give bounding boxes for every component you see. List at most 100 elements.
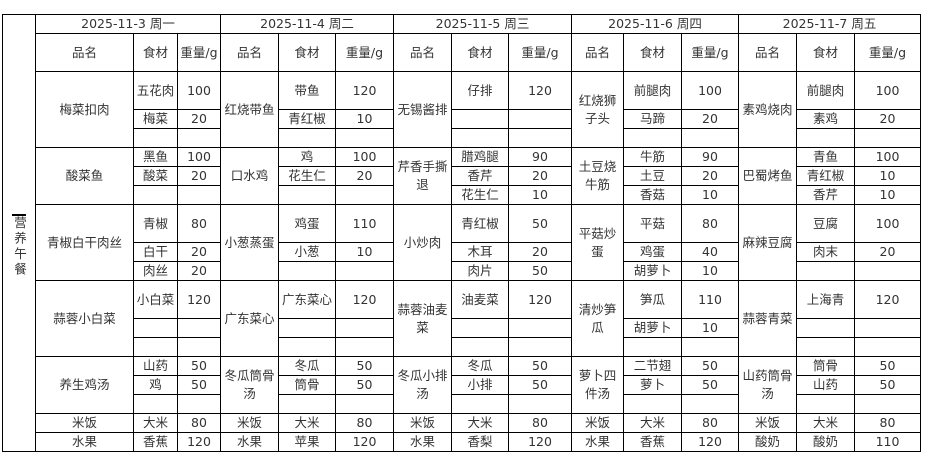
weight (681, 128, 739, 148)
ingredient: 鸡蛋 (278, 204, 336, 243)
ingredient: 胡萝卜 (623, 261, 682, 281)
ingredient (278, 318, 336, 338)
ingredient: 梅菜 (133, 109, 178, 129)
dish-name: 芹香手撕退 (393, 147, 452, 205)
weight: 10 (335, 242, 394, 262)
ingredient (278, 261, 336, 281)
weight (508, 128, 572, 148)
ingredient: 小葱 (278, 242, 336, 262)
ingredient: 香芹 (796, 185, 855, 205)
weight (177, 128, 221, 148)
weight: 120 (335, 71, 394, 110)
ingredient (133, 185, 178, 205)
ingredient (278, 337, 336, 357)
table-row: 青椒白干肉丝 青椒 80 小葱蒸蛋 鸡蛋 110 小炒肉 青红椒 50 平菇炒蛋 平菇 80 麻辣豆腐豆… (3, 204, 921, 281)
weight: 20 (335, 166, 394, 186)
ingredient: 香菇 (623, 185, 682, 205)
ingredient (278, 185, 336, 205)
weight: 50 (854, 356, 921, 376)
weight: 80 (177, 413, 221, 433)
column-header-weight: 重量/g (508, 33, 572, 72)
dish-name: 巴蜀烤鱼 (738, 147, 797, 205)
weight: 20 (508, 166, 572, 186)
weight: 10 (681, 318, 739, 338)
weight: 120 (177, 432, 221, 452)
table-row: 鸡 50 筒骨 50 小排 50 萝卜 50 山药 50 (3, 375, 921, 395)
date-header: 2025-11-5 周三 (393, 14, 572, 34)
ingredient (133, 337, 178, 357)
ingredient: 肉末 (796, 242, 855, 262)
ingredient: 苹果 (278, 432, 336, 452)
table-row: 酸菜鱼 黑鱼 100 口水鸡鸡 100 芹香手撕退 腊鸡腿 90 土豆烧牛筋 牛筋 90 巴蜀烤鱼 青鱼… (3, 147, 921, 205)
ingredient: 冬瓜 (451, 356, 509, 376)
weight: 100 (177, 71, 221, 110)
weight: 10 (508, 185, 572, 205)
ingredient: 牛筋 (623, 147, 682, 167)
table-row: 梅菜扣肉 五花肉 100 红烧带鱼 带鱼 120 无锡酱排 仔排 120 红烧狮子头 前腿肉 100 素… (3, 71, 921, 148)
weight: 80 (335, 413, 394, 433)
ingredient: 大米 (133, 413, 178, 433)
column-header-dish: 品名 (35, 33, 134, 72)
dish-name: 平菇炒蛋 (571, 204, 624, 281)
ingredient: 五花肉 (133, 71, 178, 110)
table-row: 水果 香蕉 120 水果 苹果 120 水果 香梨 120 水果 香蕉 120 酸奶 酸奶 110 (3, 432, 921, 452)
weight: 100 (854, 204, 921, 243)
ingredient: 香芹 (451, 166, 509, 186)
weight: 100 (335, 147, 394, 167)
weight: 90 (508, 147, 572, 167)
ingredient: 肉片 (451, 261, 509, 281)
ingredient: 大米 (278, 413, 336, 433)
ingredient: 香梨 (451, 432, 509, 452)
ingredient: 广东菜心 (278, 280, 336, 319)
ingredient: 青鱼 (796, 147, 855, 167)
ingredient: 小白菜 (133, 280, 178, 319)
weight: 50 (177, 375, 221, 395)
dish-name: 米饭 (220, 413, 279, 433)
dish-name: 麻辣豆腐 (738, 204, 797, 281)
weight: 120 (177, 280, 221, 319)
weight: 50 (854, 375, 921, 395)
weight: 10 (335, 109, 394, 129)
ingredient: 白干 (133, 242, 178, 262)
date-header: 2025-11-3 周一 (35, 14, 221, 34)
weight: 110 (681, 280, 739, 319)
ingredient: 花生仁 (451, 185, 509, 205)
dish-name: 梅菜扣肉 (35, 71, 134, 148)
table-row: 胡萝卜 10 (3, 318, 921, 338)
ingredient: 酸菜 (133, 166, 178, 186)
ingredient: 前腿肉 (796, 71, 855, 110)
ingredient: 带鱼 (278, 71, 336, 110)
weight (681, 337, 739, 357)
weight (177, 318, 221, 338)
weight (854, 261, 921, 281)
ingredient: 木耳 (451, 242, 509, 262)
weight: 120 (681, 432, 739, 452)
ingredient (133, 128, 178, 148)
weight: 80 (854, 413, 921, 433)
weight (335, 185, 394, 205)
weight (508, 394, 572, 414)
date-header: 2025-11-7 周五 (738, 14, 921, 34)
dish-name: 清炒笋瓜 (571, 280, 624, 357)
weight: 20 (177, 166, 221, 186)
dish-name: 米饭 (35, 413, 134, 433)
weight: 50 (681, 375, 739, 395)
column-header-weight: 重量/g (854, 33, 921, 72)
ingredient: 花生仁 (278, 166, 336, 186)
ingredient: 胡萝卜 (623, 318, 682, 338)
table-row (3, 128, 921, 148)
column-header-ingredient: 食材 (623, 33, 682, 72)
weight (335, 318, 394, 338)
weight: 50 (508, 375, 572, 395)
weight (177, 394, 221, 414)
dish-name: 蒜蓉小白菜 (35, 280, 134, 357)
date-header: 2025-11-4 周二 (220, 14, 394, 34)
column-header-weight: 重量/g (335, 33, 394, 72)
weight: 120 (508, 280, 572, 319)
dish-name: 红烧带鱼 (220, 71, 279, 148)
weight: 20 (177, 242, 221, 262)
ingredient (451, 128, 509, 148)
side-label: 营养午餐 (12, 213, 27, 278)
dish-name: 土豆烧牛筋 (571, 147, 624, 205)
table-row: 养生鸡汤 山药 50 冬瓜筒骨汤 冬瓜 50 冬瓜小排汤 冬瓜 50 萝卜四件汤 二节翅 50 山药筒骨… (3, 356, 921, 414)
